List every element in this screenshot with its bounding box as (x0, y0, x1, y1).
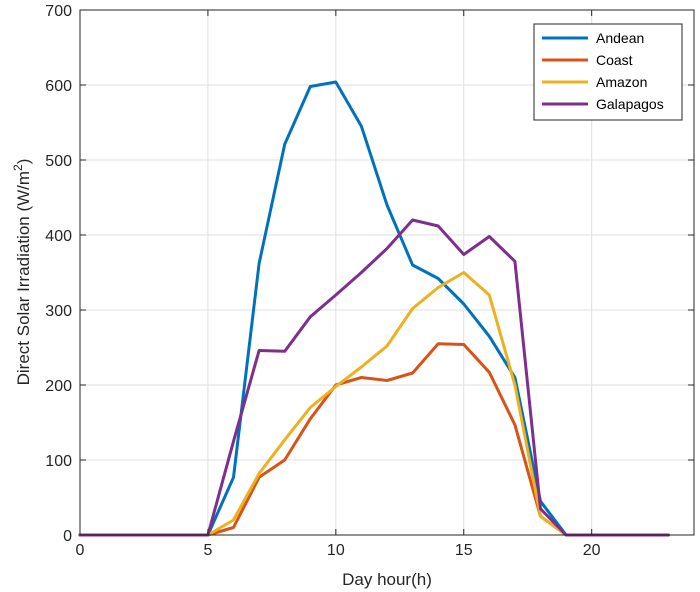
y-tick-label: 700 (45, 3, 72, 20)
x-tick-label: 20 (583, 542, 601, 559)
legend-label-amazon: Amazon (596, 74, 647, 90)
legend-label-coast: Coast (596, 52, 633, 68)
y-tick-label: 500 (45, 153, 72, 170)
y-tick-label: 0 (63, 528, 72, 545)
legend: Andean Coast Amazon Galapagos (533, 23, 683, 121)
y-tick-label: 600 (45, 78, 72, 95)
x-tick-label: 0 (76, 542, 85, 559)
y-tick-label: 100 (45, 453, 72, 470)
y-axis-label-superscript: 2 (11, 164, 25, 171)
plot-frame (79, 9, 695, 536)
x-tick-label: 10 (327, 542, 345, 559)
legend-label-andean: Andean (596, 30, 644, 46)
y-axis-label-close: ) (14, 159, 33, 165)
x-axis-label: Day hour(h) (342, 570, 432, 589)
y-tick-label: 300 (45, 303, 72, 320)
y-axis-label: Direct Solar Irradiation (W/m2) (11, 159, 33, 386)
y-axis-label-main: Direct Solar Irradiation (W/m (14, 171, 33, 385)
x-tick-label: 5 (203, 542, 212, 559)
y-tick-label: 200 (45, 378, 72, 395)
legend-label-galapagos: Galapagos (596, 96, 664, 112)
y-tick-label: 400 (45, 228, 72, 245)
x-tick-label: 15 (455, 542, 473, 559)
